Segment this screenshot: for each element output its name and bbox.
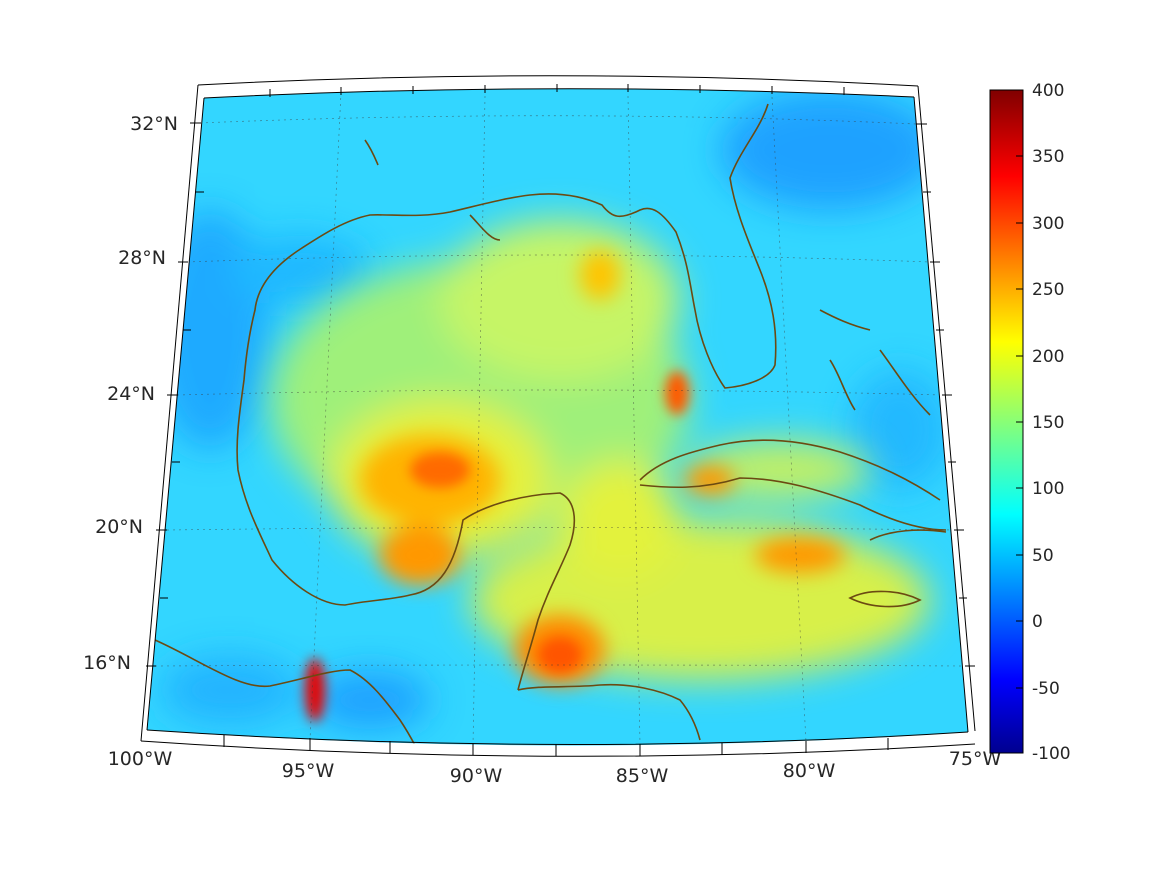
colorbar-label-minus50: -50	[1032, 679, 1060, 699]
colorbar-label-350: 350	[1032, 147, 1064, 167]
lat-label-16n: 16°N	[83, 652, 131, 674]
lon-label-80w: 80°W	[783, 760, 836, 782]
colorbar-label-minus100: -100	[1032, 744, 1071, 764]
colorbar-label-400: 400	[1032, 81, 1064, 101]
colorbar-label-100: 100	[1032, 479, 1064, 499]
colorbar-ticks	[1016, 89, 1023, 754]
lon-label-100w: 100°W	[108, 748, 173, 770]
lon-label-90w: 90°W	[450, 765, 503, 787]
longitude-labels: 100°W 95°W 90°W 85°W 80°W 75°W	[108, 748, 1002, 787]
lon-label-95w: 95°W	[282, 760, 335, 782]
colorbar-label-200: 200	[1032, 347, 1064, 367]
graticule	[154, 91, 966, 746]
lon-label-75w: 75°W	[949, 748, 1002, 770]
colorbar-label-50: 50	[1032, 546, 1054, 566]
colorbar-label-250: 250	[1032, 280, 1064, 300]
data-field	[147, 88, 968, 746]
lat-label-24n: 24°N	[107, 383, 155, 405]
colorbar: 400 350 300 250 200 150 100 50 0 -50 -10…	[989, 81, 1071, 764]
latitude-labels: 32°N 28°N 24°N 20°N 16°N	[83, 113, 178, 674]
lat-label-20n: 20°N	[95, 516, 143, 538]
lon-label-85w: 85°W	[616, 765, 669, 787]
colorbar-label-300: 300	[1032, 214, 1064, 234]
colorbar-label-0: 0	[1032, 612, 1043, 632]
lat-label-32n: 32°N	[130, 113, 178, 135]
coastlines	[154, 103, 947, 746]
colorbar-label-150: 150	[1032, 413, 1064, 433]
lat-label-28n: 28°N	[118, 247, 166, 269]
map-frame	[140, 75, 976, 757]
